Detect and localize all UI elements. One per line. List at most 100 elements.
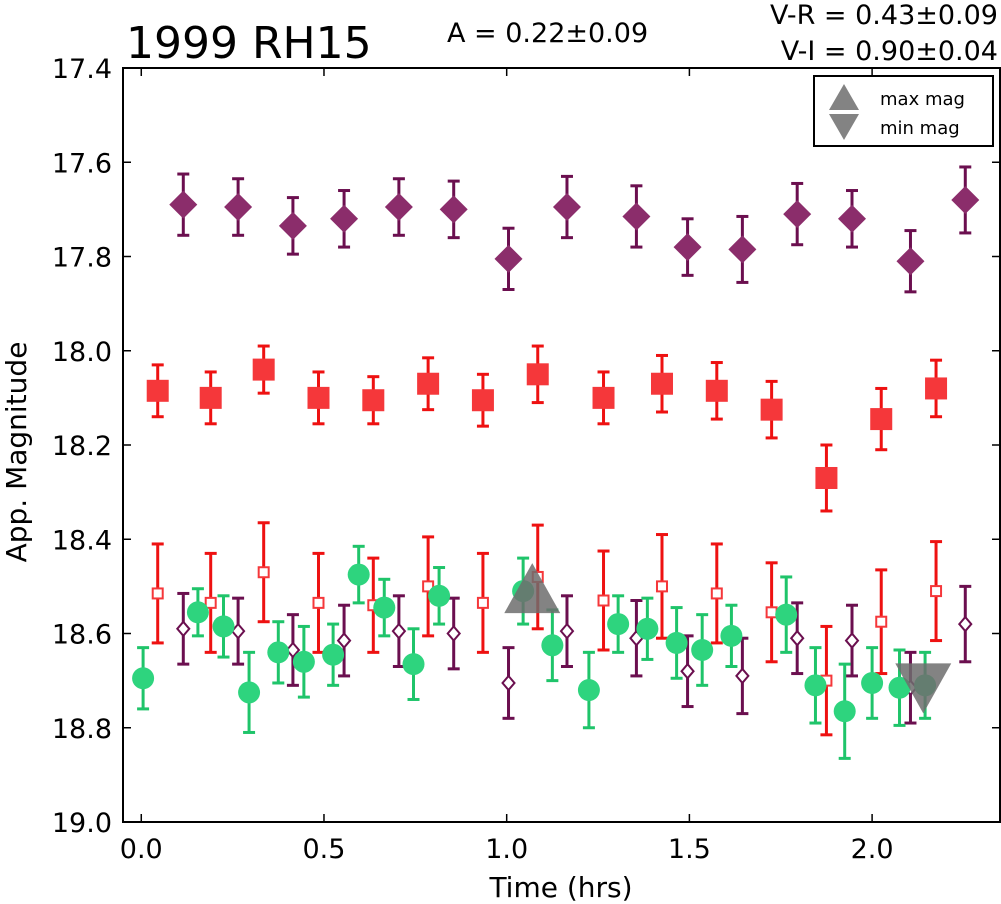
- data-point: [673, 233, 702, 262]
- min-mag-marker: [895, 663, 952, 714]
- data-point: [224, 193, 253, 222]
- data-point: [402, 653, 425, 676]
- plot-background: [123, 68, 1001, 822]
- data-point: [636, 617, 659, 640]
- data-point: [622, 202, 651, 231]
- data-point: [861, 671, 884, 694]
- y-tick-label: 18.2: [52, 431, 112, 462]
- data-point: [597, 594, 610, 607]
- data-point: [132, 667, 155, 690]
- data-point: [844, 632, 860, 650]
- x-tick-label: 1.0: [485, 834, 528, 865]
- legend: max mag min mag: [813, 75, 994, 147]
- series-square-filled: [146, 344, 948, 513]
- data-point: [870, 408, 893, 431]
- data-point: [691, 638, 714, 661]
- max-mag-marker: [504, 563, 561, 614]
- data-point: [439, 195, 468, 224]
- data-point: [760, 398, 783, 421]
- data-point: [494, 244, 523, 273]
- data-point: [592, 386, 615, 409]
- data-point: [373, 596, 396, 619]
- data-point: [292, 650, 315, 673]
- data-point: [336, 632, 352, 650]
- series-diamond-open: [175, 584, 973, 725]
- data-point: [267, 641, 290, 664]
- series-diamond-filled: [169, 165, 980, 294]
- data-point: [471, 389, 494, 412]
- data-point: [705, 379, 728, 402]
- y-tick-label: 19.0: [52, 808, 112, 839]
- data-point: [655, 580, 668, 593]
- x-tick-label: 0.0: [120, 834, 163, 865]
- series-circle-filled: [132, 544, 937, 760]
- data-point: [204, 596, 217, 609]
- chart-title: 1999 RH15: [126, 18, 372, 69]
- y-axis-label: App. Magnitude: [0, 342, 33, 563]
- data-point: [238, 681, 261, 704]
- data-point: [838, 204, 867, 233]
- data-point: [815, 466, 838, 489]
- data-point: [391, 622, 407, 640]
- data-point: [552, 193, 581, 222]
- x-ticks: 0.0 0.5 1.0 1.5 2.0: [120, 68, 894, 865]
- amplitude-annotation: A = 0.22±0.09: [447, 18, 648, 49]
- data-point: [186, 601, 209, 624]
- data-point: [559, 622, 575, 640]
- data-point: [362, 389, 385, 412]
- legend-min-mag-label: min mag: [880, 118, 960, 139]
- data-point: [384, 193, 413, 222]
- y-tick-label: 17.6: [52, 148, 112, 179]
- x-tick-label: 0.5: [303, 834, 346, 865]
- data-point: [783, 200, 812, 229]
- data-point: [775, 603, 798, 626]
- y-ticks: 17.4 17.6 17.8 18.0 18.2 18.4 18.6 18.8 19.0: [52, 54, 1000, 839]
- data-point: [422, 580, 435, 593]
- data-point: [957, 615, 973, 633]
- data-point: [951, 185, 980, 214]
- y-tick-label: 17.4: [52, 54, 112, 85]
- data-point: [252, 358, 275, 381]
- extreme-markers: [504, 563, 952, 714]
- data-point: [278, 211, 307, 240]
- data-point: [501, 674, 516, 692]
- data-series: [132, 165, 980, 760]
- data-point: [330, 204, 359, 233]
- data-point: [446, 624, 462, 643]
- legend-max-mag-icon: [829, 84, 859, 110]
- series-square-open: [151, 521, 943, 737]
- data-point: [665, 631, 688, 654]
- data-point: [833, 700, 856, 723]
- data-point: [650, 372, 673, 395]
- y-tick-label: 18.4: [52, 525, 112, 556]
- data-point: [169, 190, 198, 219]
- y-tick-label: 18.0: [52, 337, 112, 368]
- data-point: [417, 372, 440, 395]
- data-point: [925, 377, 948, 400]
- legend-min-mag-icon: [829, 114, 859, 140]
- x-axis-label: Time (hrs): [488, 871, 632, 904]
- data-point: [312, 596, 325, 609]
- data-point: [720, 624, 743, 647]
- data-point: [577, 679, 600, 702]
- data-point: [151, 587, 164, 600]
- data-point: [728, 235, 757, 264]
- x-tick-label: 2.0: [851, 834, 894, 865]
- legend-max-mag-label: max mag: [880, 89, 965, 110]
- data-point: [175, 620, 191, 638]
- data-point: [888, 676, 911, 699]
- data-point: [804, 674, 827, 697]
- vi-color-annotation: V-I = 0.90±0.04: [781, 36, 998, 67]
- data-point: [212, 615, 235, 638]
- data-point: [257, 566, 270, 579]
- data-point: [146, 379, 169, 402]
- data-point: [307, 386, 330, 409]
- data-point: [607, 613, 630, 636]
- data-point: [526, 363, 549, 386]
- data-point: [428, 584, 451, 607]
- data-point: [735, 667, 750, 685]
- data-point: [541, 634, 564, 657]
- data-point: [765, 606, 778, 619]
- y-tick-label: 18.8: [52, 714, 112, 745]
